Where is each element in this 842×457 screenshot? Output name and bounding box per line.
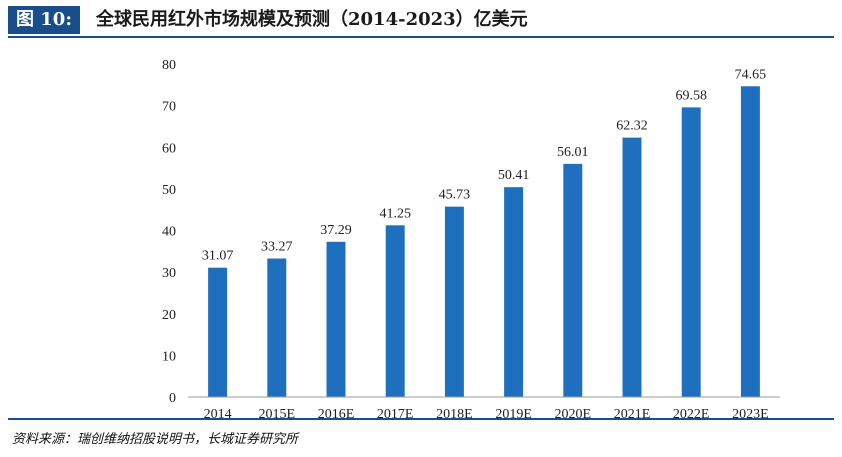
y-tick-label: 60 (162, 141, 176, 156)
bar (326, 241, 346, 397)
data-label: 33.27 (261, 240, 293, 255)
data-label: 45.73 (439, 188, 471, 203)
y-tick-label: 50 (162, 183, 176, 198)
bars: 31.07 33.27 37.29 41.25 45.73 50.41 56.01 62.32… (202, 67, 766, 397)
y-tick-label: 40 (162, 225, 176, 240)
bar (563, 163, 583, 397)
y-tick-label: 30 (162, 266, 176, 281)
data-label: 69.58 (675, 88, 707, 103)
bar (504, 187, 524, 397)
data-label: 50.41 (498, 168, 530, 183)
y-tick-label: 0 (169, 391, 176, 406)
x-tick-label: 2019E (495, 407, 532, 418)
y-tick-label: 80 (162, 58, 176, 73)
data-label: 31.07 (202, 249, 234, 264)
bar-chart: 0 10 20 30 40 50 60 70 80 31.07 33.27 37.29 41.25 45… (162, 58, 780, 418)
figure-label: 图 10: (8, 6, 80, 34)
source-note: 资料来源：瑞创维纳招股说明书，长城证券研究所 (12, 432, 299, 447)
bar (208, 267, 228, 397)
data-label: 37.29 (320, 223, 352, 238)
data-label: 56.01 (557, 145, 589, 160)
data-label: 62.32 (616, 119, 648, 134)
y-axis: 0 10 20 30 40 50 60 70 80 (162, 58, 176, 406)
y-tick-label: 70 (162, 100, 176, 115)
bar (740, 86, 760, 397)
y-tick-label: 10 (162, 349, 176, 364)
x-tick-label: 2022E (673, 407, 710, 418)
x-tick-label: 2015E (259, 407, 296, 418)
bar (622, 137, 642, 397)
bar (385, 225, 405, 397)
x-tick-label: 2023E (732, 407, 769, 418)
x-tick-label: 2018E (436, 407, 473, 418)
x-tick-label: 2021E (614, 407, 651, 418)
x-tick-label: 2020E (555, 407, 592, 418)
title-bar: 图 10: 全球民用红外市场规模及预测（2014-2023）亿美元 (8, 6, 834, 38)
x-tick-label: 2017E (377, 407, 414, 418)
x-tick-label: 2016E (318, 407, 355, 418)
y-tick-label: 20 (162, 308, 176, 323)
x-tick-label: 2014 (204, 407, 232, 418)
bar (444, 206, 464, 397)
footer: 资料来源：瑞创维纳招股说明书，长城证券研究所 (8, 418, 834, 454)
data-label: 41.25 (379, 206, 411, 221)
bar (267, 258, 287, 397)
chart-title: 全球民用红外市场规模及预测（2014-2023）亿美元 (96, 9, 528, 30)
bar (681, 107, 701, 397)
data-label: 74.65 (735, 67, 767, 82)
x-axis: 2014 2015E 2016E 2017E 2018E 2019E 2020E 2021E 2… (204, 407, 769, 418)
